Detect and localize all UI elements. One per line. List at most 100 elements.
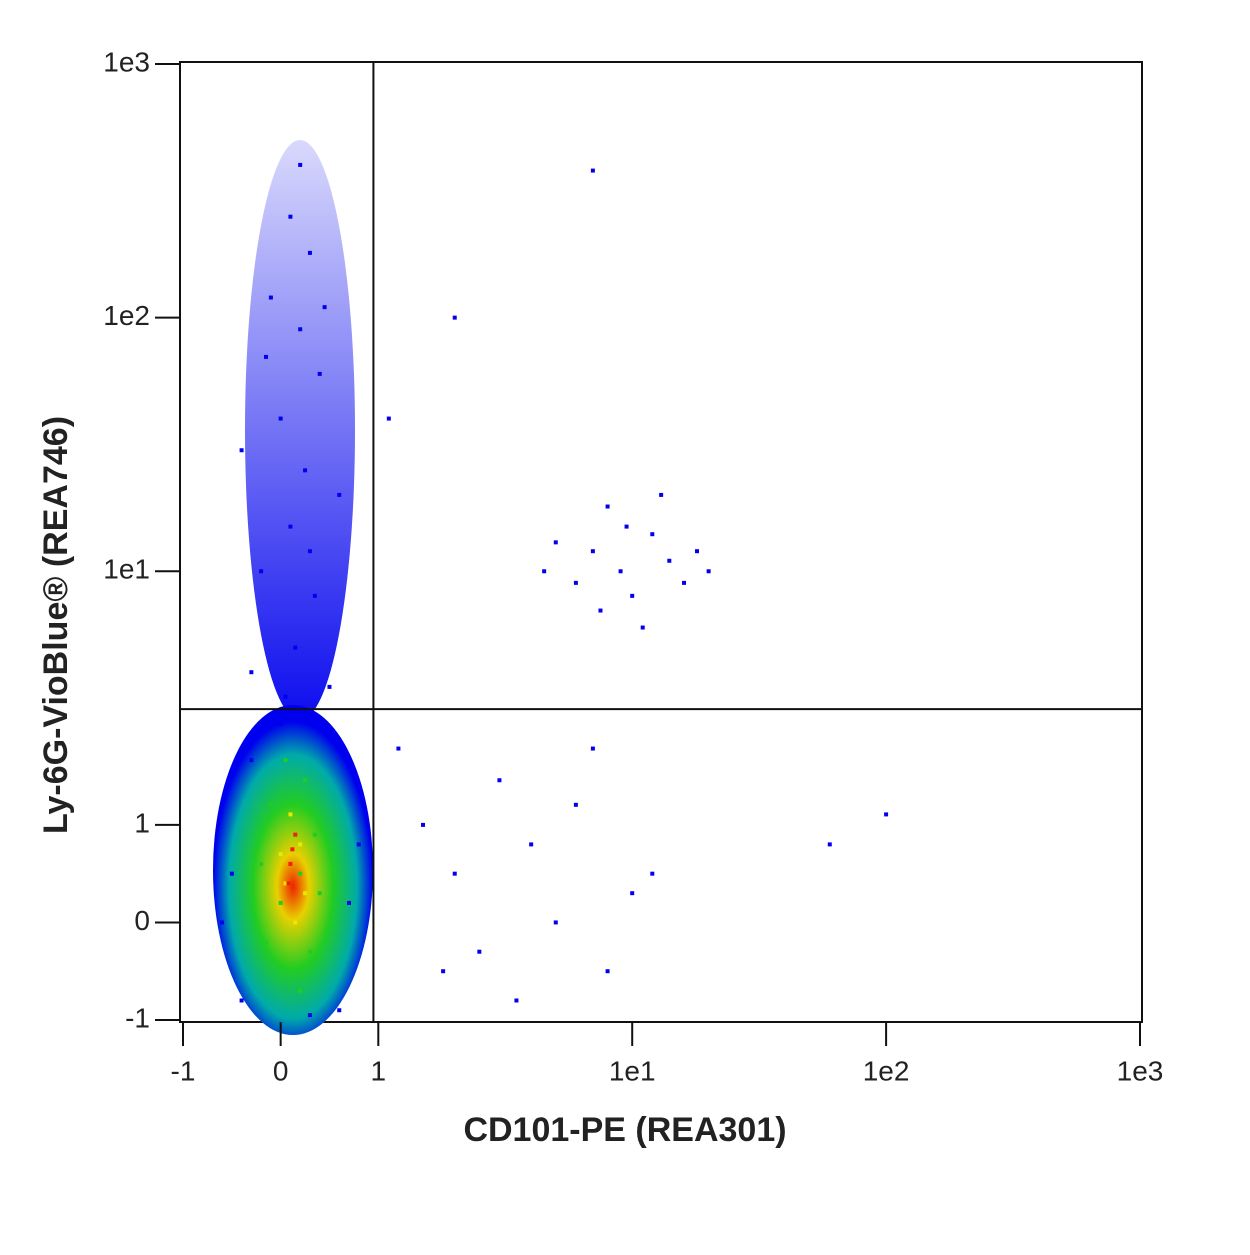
point xyxy=(264,939,269,944)
density-shade xyxy=(245,140,355,720)
x-axis-title: CD101-PE (REA301) xyxy=(463,1111,786,1149)
point xyxy=(278,416,283,421)
point xyxy=(278,721,283,726)
point xyxy=(288,969,293,974)
point xyxy=(290,847,295,852)
x-tick-label: 1e1 xyxy=(609,1055,656,1086)
point xyxy=(268,802,273,807)
point xyxy=(283,694,288,699)
point xyxy=(307,949,312,954)
point xyxy=(605,504,610,509)
point xyxy=(298,988,303,993)
point xyxy=(307,549,312,554)
point xyxy=(288,812,293,817)
point xyxy=(259,569,264,574)
y-axis-title: Ly-6G-VioBlue® (REA746) xyxy=(37,416,75,834)
point xyxy=(452,315,457,320)
point xyxy=(220,920,225,925)
point xyxy=(630,593,635,598)
point xyxy=(322,305,327,310)
point xyxy=(682,580,687,585)
point xyxy=(650,871,655,876)
point xyxy=(553,540,558,545)
point xyxy=(542,569,547,574)
point xyxy=(630,891,635,896)
point xyxy=(477,949,482,954)
point xyxy=(650,532,655,537)
y-tick-label: 1e1 xyxy=(103,554,150,585)
point xyxy=(268,295,273,300)
point xyxy=(239,448,244,453)
point xyxy=(303,778,308,783)
point xyxy=(421,822,426,827)
point xyxy=(283,881,288,886)
point xyxy=(529,842,534,847)
point xyxy=(356,842,361,847)
point xyxy=(590,746,595,751)
point xyxy=(605,969,610,974)
point xyxy=(293,832,298,837)
point xyxy=(293,920,298,925)
point xyxy=(307,250,312,255)
point xyxy=(573,802,578,807)
point xyxy=(573,580,578,585)
point xyxy=(327,684,332,689)
point xyxy=(298,327,303,332)
point xyxy=(386,416,391,421)
point xyxy=(327,736,332,741)
y-tick-label: 1e3 xyxy=(103,46,150,77)
point xyxy=(286,881,291,886)
point xyxy=(396,746,401,751)
point xyxy=(229,871,234,876)
point xyxy=(640,625,645,630)
x-tick-label: 1e2 xyxy=(863,1055,910,1086)
point xyxy=(317,891,322,896)
point xyxy=(827,842,832,847)
point xyxy=(441,969,446,974)
point xyxy=(278,900,283,905)
point xyxy=(590,168,595,173)
y-tick-label: 1 xyxy=(134,807,150,838)
x-tick-label: 1 xyxy=(371,1055,387,1086)
point xyxy=(283,758,288,763)
point xyxy=(598,608,603,613)
point xyxy=(659,492,664,497)
x-tick-label: 1e3 xyxy=(1117,1055,1164,1086)
point xyxy=(497,778,502,783)
x-tick-label: -1 xyxy=(171,1055,196,1086)
point xyxy=(452,871,457,876)
point xyxy=(590,549,595,554)
point xyxy=(288,214,293,219)
point xyxy=(884,812,889,817)
point xyxy=(347,900,352,905)
density-shade xyxy=(213,705,373,1035)
point xyxy=(298,871,303,876)
point xyxy=(293,645,298,650)
point xyxy=(312,832,317,837)
point xyxy=(303,891,308,896)
point xyxy=(624,524,629,529)
point xyxy=(278,852,283,857)
point xyxy=(312,593,317,598)
point xyxy=(249,758,254,763)
point xyxy=(514,998,519,1003)
point xyxy=(259,861,264,866)
point xyxy=(706,569,711,574)
y-tick-label: 0 xyxy=(134,905,150,936)
point xyxy=(695,549,700,554)
y-tick-label: -1 xyxy=(125,1002,150,1033)
point xyxy=(667,558,672,563)
point xyxy=(618,569,623,574)
points xyxy=(220,162,889,1018)
point xyxy=(249,670,254,675)
point xyxy=(298,162,303,167)
point xyxy=(303,468,308,473)
y-tick-label: 1e2 xyxy=(103,300,150,331)
point xyxy=(553,920,558,925)
point xyxy=(307,1013,312,1018)
point xyxy=(337,1008,342,1013)
point xyxy=(239,998,244,1003)
point xyxy=(298,842,303,847)
point xyxy=(264,354,269,359)
